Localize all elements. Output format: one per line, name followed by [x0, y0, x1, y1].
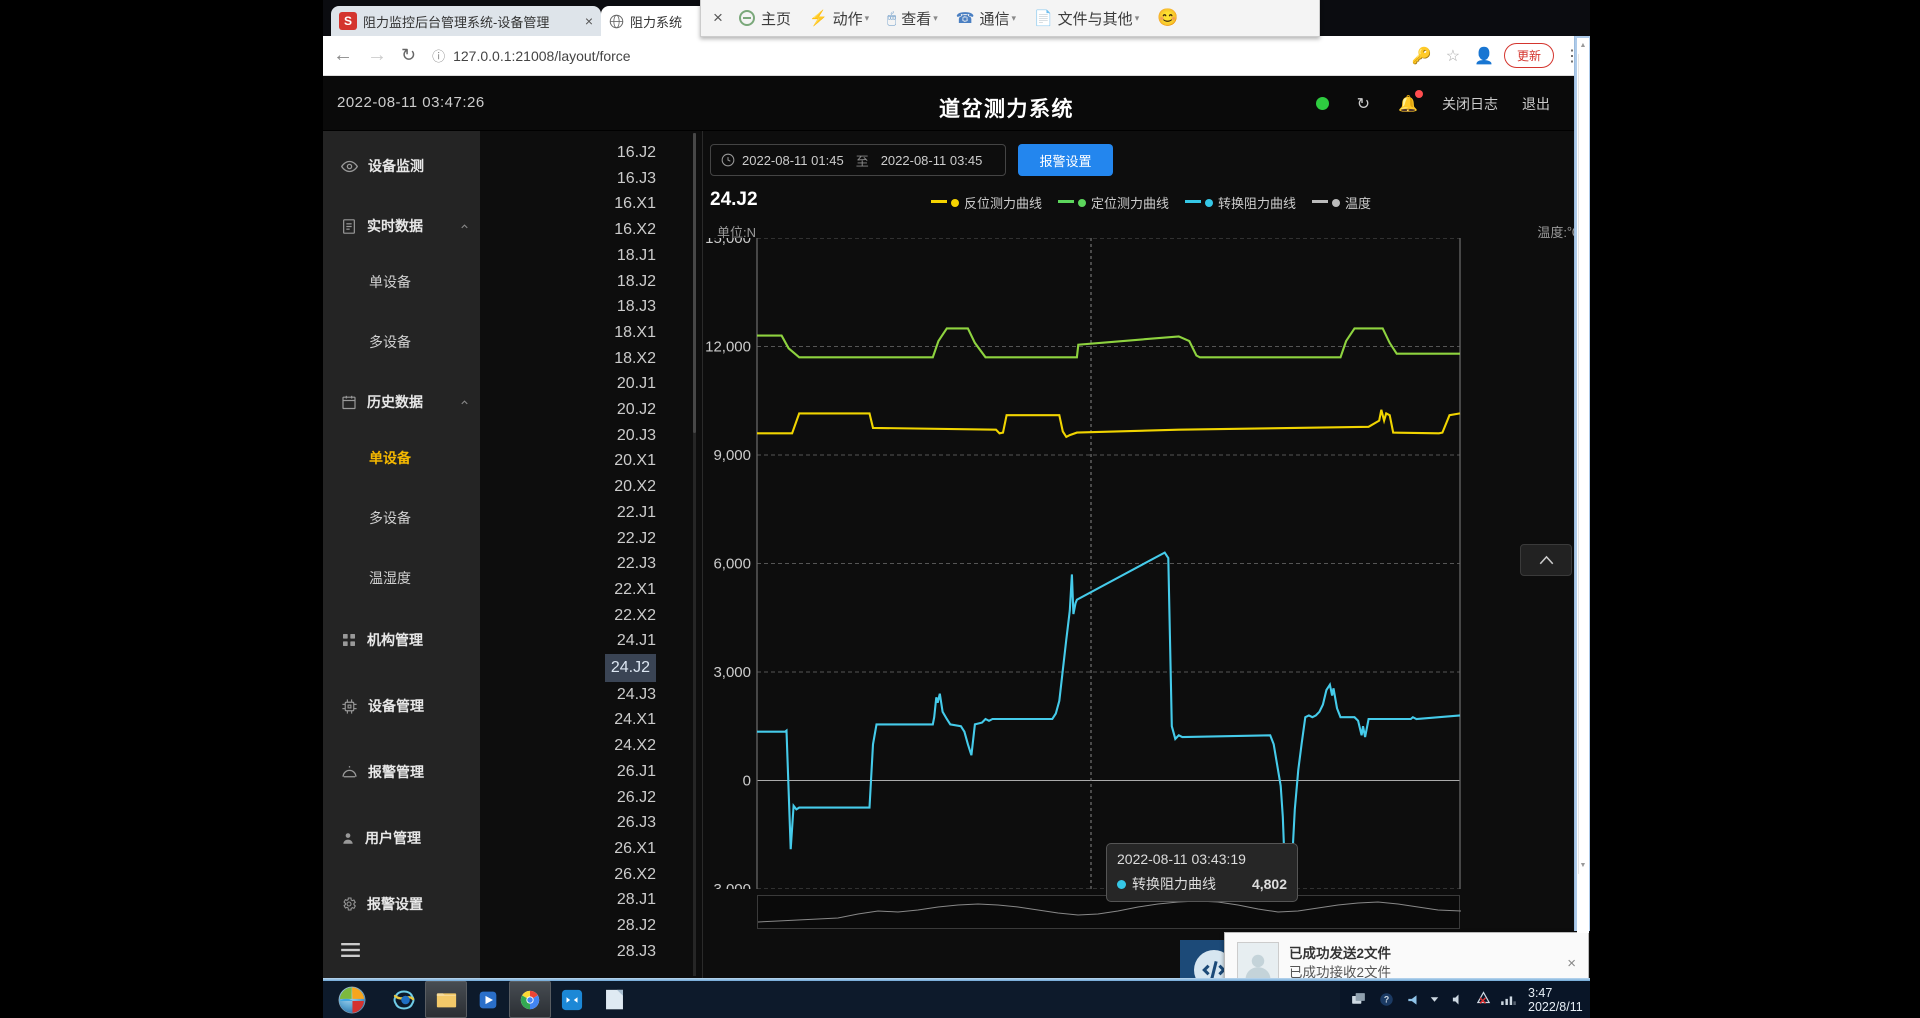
- svg-text:0: 0: [743, 773, 751, 790]
- svg-text:9,000: 9,000: [713, 447, 751, 464]
- svg-text:6,000: 6,000: [713, 556, 751, 573]
- svg-text:?: ?: [1384, 995, 1389, 1005]
- svg-text:-3,000: -3,000: [708, 881, 751, 889]
- svg-text:3,000: 3,000: [713, 664, 751, 681]
- svg-text:12,000: 12,000: [705, 339, 751, 356]
- svg-text:15,000: 15,000: [705, 238, 751, 247]
